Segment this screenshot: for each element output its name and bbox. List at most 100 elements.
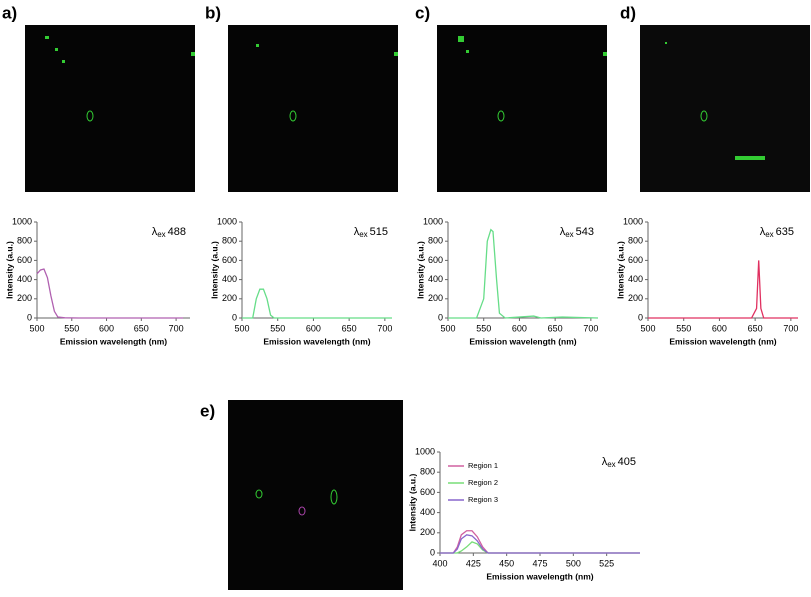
annotation-text: 515 [370, 226, 388, 238]
x-tick-label: 550 [476, 323, 491, 333]
legend-label: Region 1 [468, 461, 498, 470]
x-tick-label: 500 [440, 323, 455, 333]
x-axis-label: Emission wavelength (nm) [60, 336, 167, 346]
y-tick-label: 800 [420, 467, 435, 477]
y-tick-label: 1000 [217, 216, 237, 226]
y-axis-label: Intensity (a.u.) [615, 241, 625, 299]
annotation: λex 488 [152, 226, 186, 239]
y-tick-label: 600 [420, 487, 435, 497]
cell-outlines [86, 110, 708, 516]
annotation-subscript: ex [607, 460, 615, 469]
y-tick-label: 1000 [415, 446, 435, 456]
y-tick-label: 400 [428, 274, 443, 284]
annotation-text: 405 [618, 456, 636, 468]
y-tick-label: 600 [17, 255, 32, 265]
y-tick-label: 0 [27, 312, 32, 322]
micrograph [640, 25, 810, 192]
x-tick-label: 700 [169, 323, 184, 333]
x-tick-label: 550 [270, 323, 285, 333]
series-line [448, 228, 599, 319]
x-tick-label: 500 [566, 558, 581, 568]
series-line [36, 268, 184, 319]
series-line [440, 534, 640, 554]
annotation-subscript: ex [157, 230, 165, 239]
y-tick-label: 600 [628, 255, 643, 265]
panel-label: a) [2, 3, 17, 22]
specks [45, 36, 765, 160]
x-axis-label: Emission wavelength (nm) [669, 336, 776, 346]
series-line [648, 260, 798, 319]
y-tick-label: 200 [428, 293, 443, 303]
y-tick-label: 1000 [12, 216, 32, 226]
x-tick-label: 700 [583, 323, 598, 333]
x-tick-label: 650 [548, 323, 563, 333]
x-tick-label: 525 [599, 558, 614, 568]
annotation-symbol: λ [560, 226, 566, 238]
x-tick-label: 650 [134, 323, 149, 333]
y-tick-label: 800 [428, 236, 443, 246]
annotation-symbol: λ [152, 226, 158, 238]
y-tick-label: 0 [638, 312, 643, 322]
annotation-subscript: ex [359, 230, 367, 239]
x-axis-label: Emission wavelength (nm) [263, 336, 370, 346]
y-tick-label: 800 [222, 236, 237, 246]
y-tick-label: 200 [420, 527, 435, 537]
y-tick-label: 400 [628, 274, 643, 284]
y-tick-label: 400 [17, 274, 32, 284]
series-line [242, 288, 392, 319]
annotation-symbol: λ [760, 226, 766, 238]
y-tick-label: 400 [420, 507, 435, 517]
y-axis-label: Intensity (a.u.) [209, 241, 219, 299]
x-tick-label: 450 [499, 558, 514, 568]
series-line [440, 541, 640, 554]
y-tick-label: 1000 [423, 216, 443, 226]
x-tick-label: 500 [640, 323, 655, 333]
annotation-symbol: λ [602, 456, 608, 468]
x-tick-label: 550 [64, 323, 79, 333]
x-tick-label: 475 [532, 558, 547, 568]
legend-label: Region 2 [468, 478, 498, 487]
y-tick-label: 200 [222, 293, 237, 303]
y-tick-label: 0 [232, 312, 237, 322]
annotation: λex 405 [602, 456, 636, 469]
x-tick-label: 600 [99, 323, 114, 333]
y-tick-label: 400 [222, 274, 237, 284]
annotation: λex 635 [760, 226, 794, 239]
annotation-symbol: λ [354, 226, 360, 238]
panel-label: e) [200, 401, 215, 420]
y-tick-label: 200 [17, 293, 32, 303]
panel-label: c) [415, 3, 430, 22]
x-tick-label: 600 [712, 323, 727, 333]
y-tick-label: 200 [628, 293, 643, 303]
micrograph [228, 25, 398, 192]
y-tick-label: 1000 [623, 216, 643, 226]
x-tick-label: 700 [783, 323, 798, 333]
y-tick-label: 0 [438, 312, 443, 322]
y-tick-label: 800 [628, 236, 643, 246]
x-tick-label: 550 [676, 323, 691, 333]
x-axis-label: Emission wavelength (nm) [469, 336, 576, 346]
micrograph [437, 25, 607, 192]
annotation: λex 543 [560, 226, 594, 239]
annotation-subscript: ex [565, 230, 573, 239]
panel-label: b) [205, 3, 221, 22]
x-tick-label: 500 [29, 323, 44, 333]
annotation: λex 515 [354, 226, 388, 239]
y-axis-label: Intensity (a.u.) [415, 241, 425, 299]
annotation-text: 543 [576, 226, 594, 238]
annotation-text: 635 [776, 226, 794, 238]
micrograph [25, 25, 195, 192]
x-tick-label: 650 [342, 323, 357, 333]
panel-label: d) [620, 3, 636, 22]
y-tick-label: 800 [17, 236, 32, 246]
x-tick-label: 700 [377, 323, 392, 333]
y-tick-label: 0 [430, 547, 435, 557]
legend-label: Region 3 [468, 495, 498, 504]
x-tick-label: 500 [234, 323, 249, 333]
x-tick-label: 425 [466, 558, 481, 568]
x-tick-label: 600 [512, 323, 527, 333]
x-tick-label: 400 [432, 558, 447, 568]
annotation-text: 488 [168, 226, 186, 238]
y-tick-label: 600 [222, 255, 237, 265]
